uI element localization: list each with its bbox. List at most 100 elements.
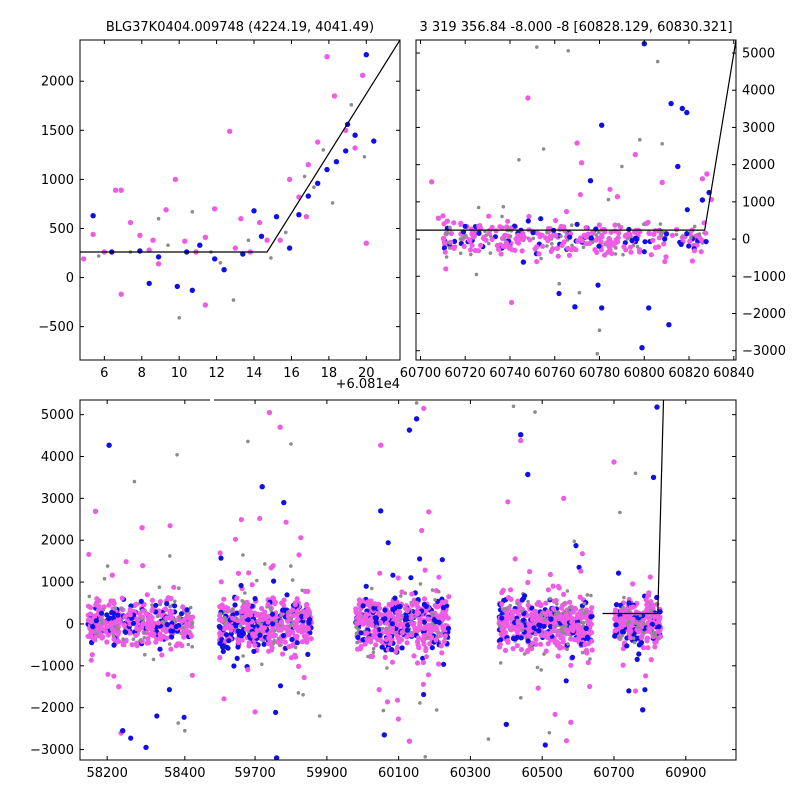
data-point-magenta: [599, 234, 605, 240]
data-point-magenta: [526, 213, 532, 220]
data-point-gray: [476, 205, 481, 210]
data-point-blue: [699, 197, 706, 203]
data-point-magenta: [504, 613, 510, 619]
data-point-gray: [542, 652, 546, 656]
data-point-magenta: [422, 567, 428, 573]
data-point-magenta: [404, 640, 410, 646]
data-point-blue: [641, 249, 647, 255]
data-point-magenta: [404, 634, 410, 640]
data-point-blue: [525, 638, 531, 644]
data-point-magenta: [155, 261, 162, 267]
data-point-blue: [251, 208, 257, 214]
data-point-magenta: [534, 259, 540, 265]
data-point-magenta: [228, 625, 234, 631]
data-point-magenta: [443, 599, 449, 605]
data-point-blue: [238, 582, 244, 589]
data-point-gray: [444, 255, 449, 259]
data-point-gray: [659, 230, 664, 234]
data-point-magenta: [652, 614, 658, 620]
data-point-blue: [164, 601, 170, 607]
data-point-blue: [510, 635, 516, 642]
data-point-magenta: [514, 643, 520, 649]
data-point-magenta: [87, 634, 93, 640]
data-point-magenta: [583, 241, 589, 247]
data-point-gray: [223, 619, 227, 623]
data-point-magenta: [509, 247, 515, 253]
data-point-magenta: [159, 652, 165, 658]
data-point-blue: [668, 100, 674, 107]
data-point-magenta: [94, 602, 100, 608]
data-point-magenta: [182, 238, 188, 244]
data-point-blue: [520, 617, 526, 623]
data-point-blue: [392, 595, 398, 601]
data-point-magenta: [364, 612, 370, 618]
data-point-gray: [302, 174, 307, 179]
data-point-magenta: [106, 602, 112, 608]
data-point-gray: [621, 252, 625, 257]
data-point-blue: [389, 647, 395, 653]
data-point-magenta: [589, 605, 595, 611]
data-point-magenta: [628, 605, 634, 611]
data-point-magenta: [295, 625, 301, 632]
data-point-magenta: [283, 519, 289, 525]
data-point-gray: [655, 59, 660, 64]
x-tick-label: 60740: [489, 366, 530, 381]
data-point-blue: [251, 648, 257, 655]
data-point-magenta: [650, 604, 656, 610]
data-point-blue: [232, 602, 238, 608]
data-point-magenta: [647, 625, 653, 631]
data-point-magenta: [148, 617, 154, 624]
y-tick-label: 4000: [41, 450, 74, 465]
data-point-gray: [269, 608, 273, 613]
data-point-gray: [190, 210, 195, 214]
data-point-magenta: [232, 536, 239, 542]
data-point-magenta: [88, 657, 94, 663]
data-point-magenta: [703, 230, 709, 236]
data-point-magenta: [139, 525, 145, 531]
data-point-magenta: [237, 618, 243, 624]
data-point-magenta: [543, 612, 549, 618]
data-point-magenta: [111, 673, 117, 679]
y-tick-label: 2000: [742, 158, 775, 173]
data-point-magenta: [164, 635, 170, 641]
y-tick-label: 0: [66, 271, 74, 286]
data-point-blue: [294, 640, 300, 646]
data-point-magenta: [440, 213, 446, 219]
data-point-magenta: [623, 247, 629, 253]
data-point-blue: [281, 499, 287, 506]
data-point-magenta: [127, 612, 133, 618]
data-point-magenta: [134, 616, 140, 622]
ticks-top-right: 60700 60720 60740 60760 60780 60800 60820 60840…: [400, 40, 786, 381]
data-point-blue: [514, 634, 520, 640]
data-point-magenta: [440, 236, 446, 242]
data-point-magenta: [379, 639, 385, 645]
data-point-magenta: [245, 623, 251, 630]
data-point-gray: [190, 644, 194, 649]
data-point-gray: [541, 147, 546, 151]
data-point-magenta: [621, 615, 628, 621]
data-point-magenta: [574, 637, 580, 643]
data-point-blue: [642, 687, 648, 693]
data-point-gray: [557, 281, 561, 286]
data-point-gray: [284, 230, 288, 235]
data-point-magenta: [277, 237, 283, 243]
data-point-magenta: [565, 245, 571, 251]
data-point-magenta: [259, 625, 265, 631]
data-point-magenta: [494, 242, 500, 249]
data-point-magenta: [500, 243, 506, 249]
data-point-blue: [189, 287, 195, 293]
data-point-magenta: [486, 213, 492, 219]
data-point-magenta: [331, 93, 338, 99]
data-point-magenta: [543, 235, 549, 241]
data-point-magenta: [611, 459, 617, 465]
data-point-magenta: [555, 653, 561, 659]
data-point-gray: [138, 617, 143, 621]
data-point-magenta: [365, 599, 371, 605]
data-point-magenta: [554, 245, 561, 251]
data-point-magenta: [308, 636, 314, 642]
data-point-blue: [372, 615, 378, 621]
data-point-gray: [500, 607, 505, 611]
data-point-blue: [646, 305, 652, 311]
data-point-blue: [389, 621, 395, 627]
data-point-gray: [279, 613, 283, 617]
